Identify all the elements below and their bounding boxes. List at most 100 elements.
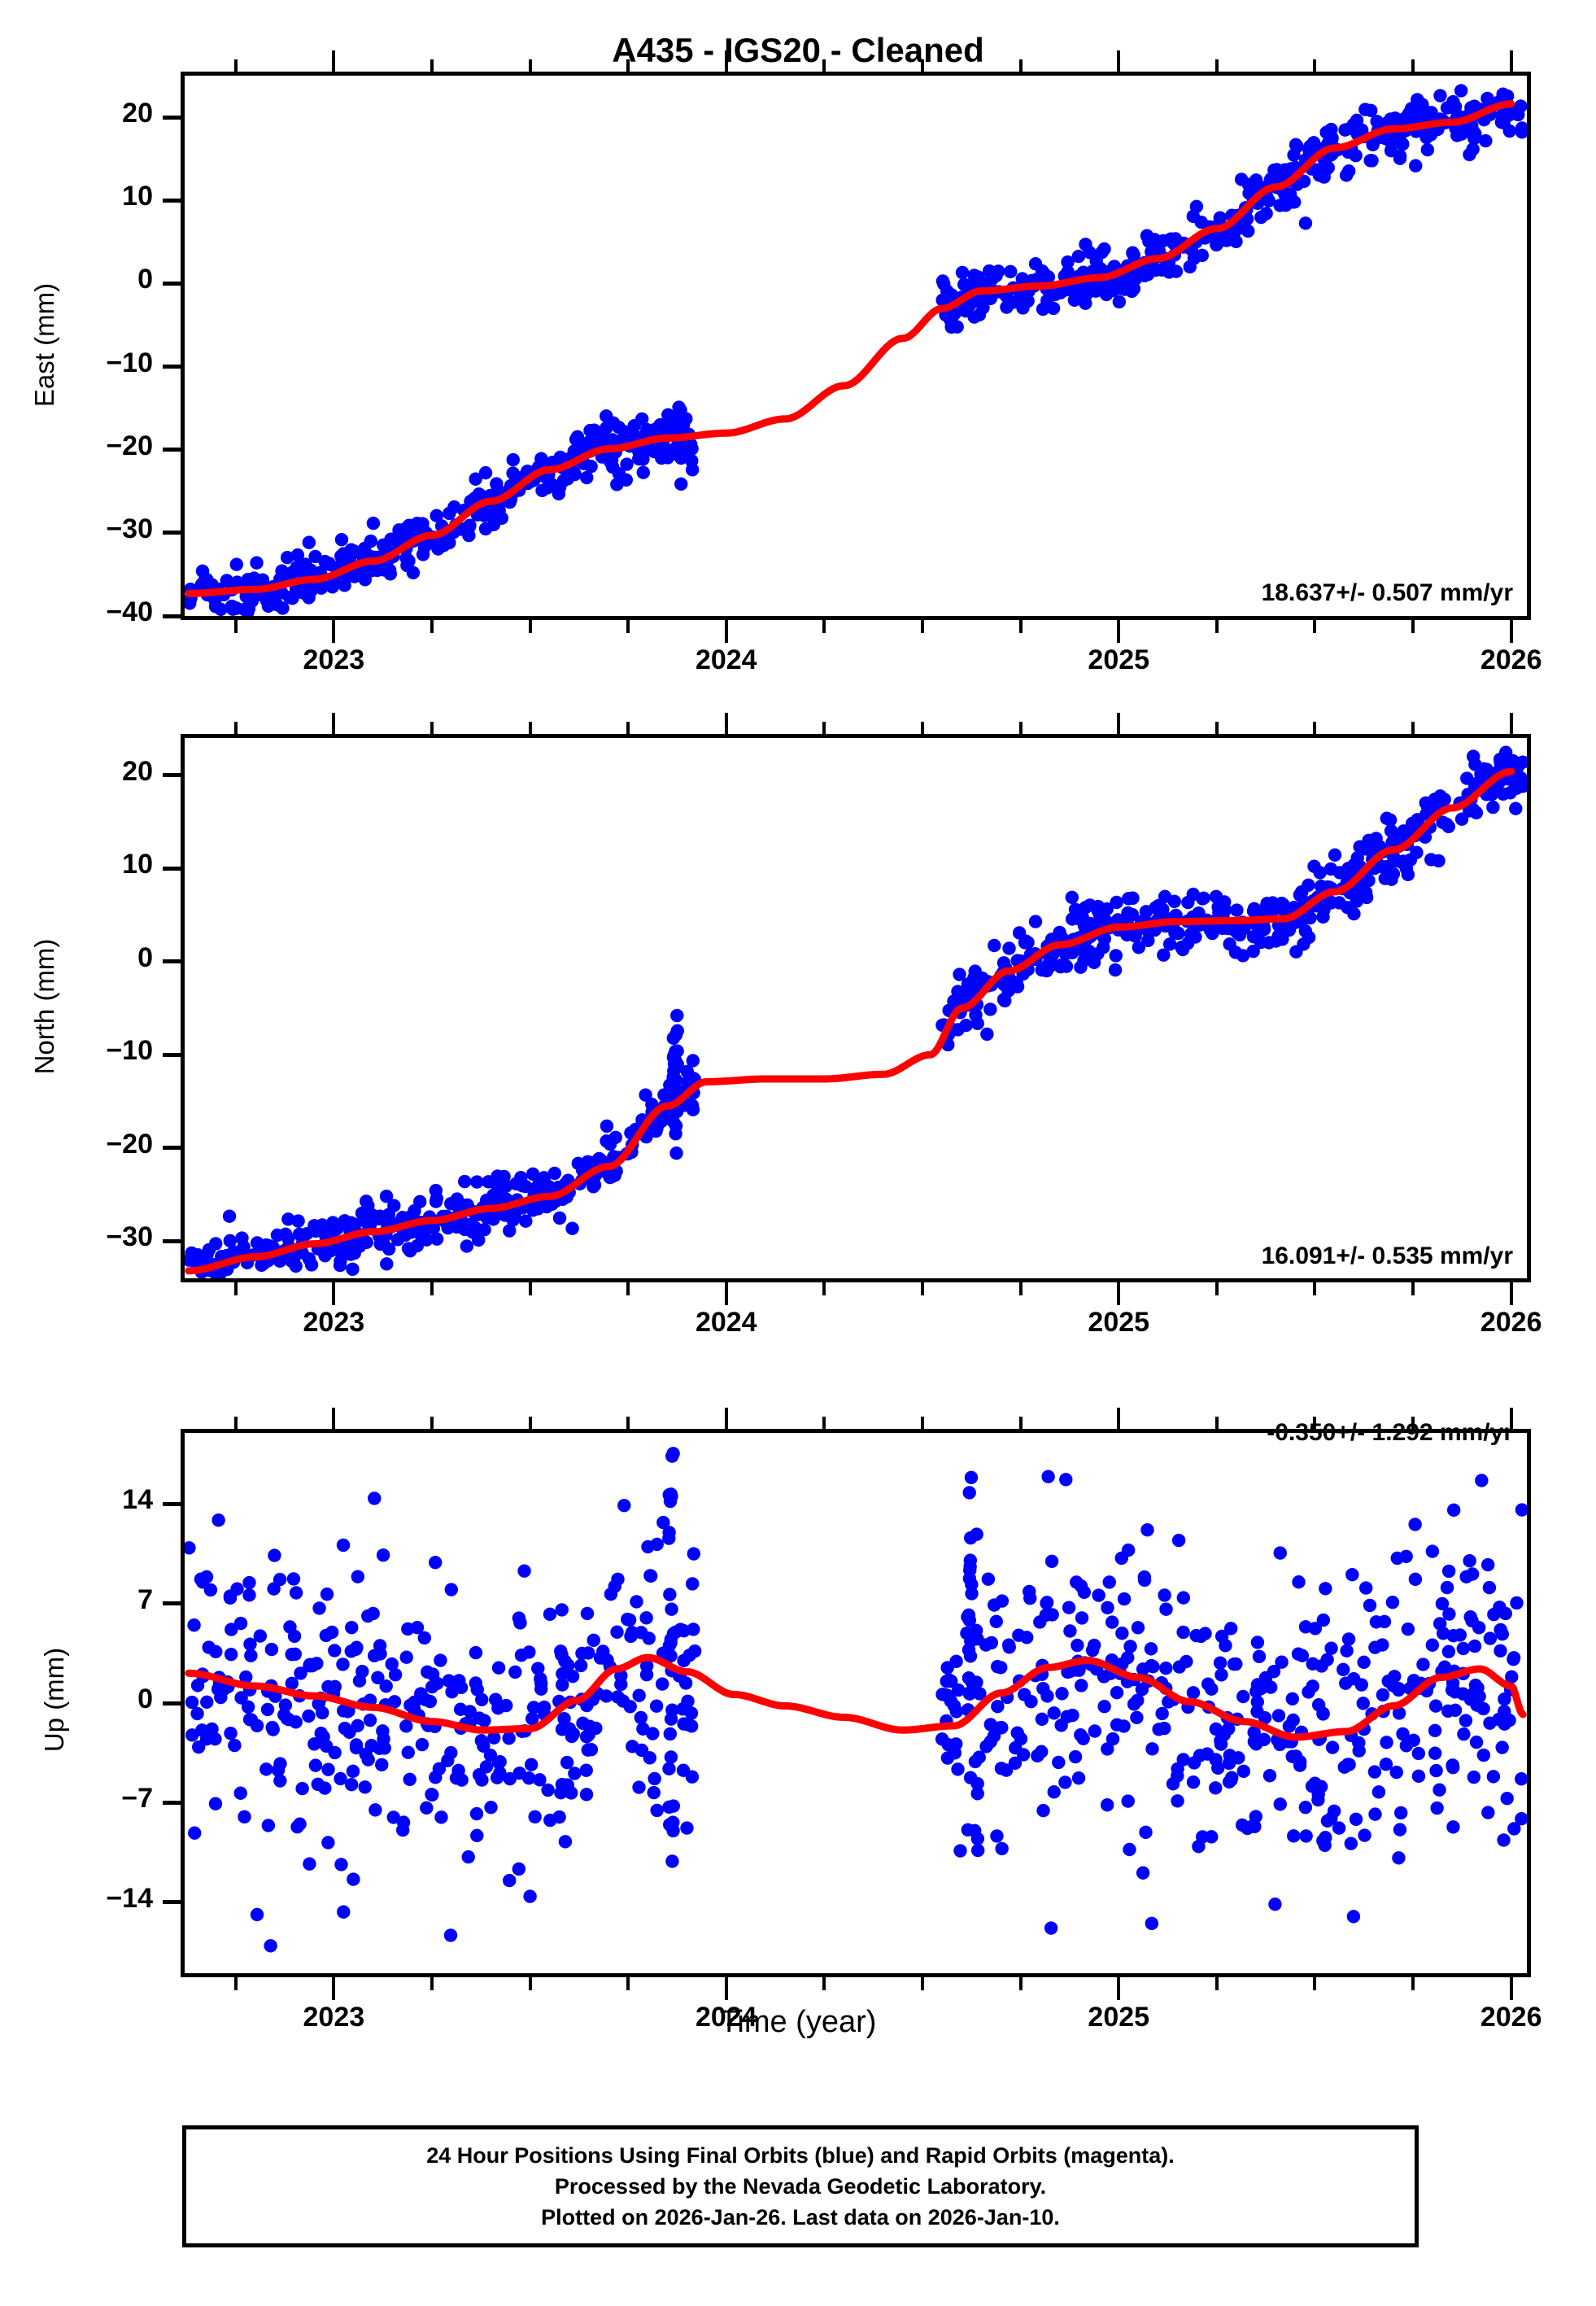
data-point [1371, 1785, 1386, 1799]
data-point [1075, 1679, 1088, 1692]
data-point [674, 477, 688, 491]
data-point [234, 1691, 248, 1705]
data-point [1483, 1631, 1498, 1645]
data-point [1352, 1744, 1366, 1758]
data-point [1394, 1806, 1408, 1820]
data-point [259, 1762, 273, 1776]
data-point [1356, 1697, 1370, 1710]
data-point [648, 1771, 661, 1786]
data-point [1053, 960, 1067, 974]
x-major-tick-mark [1117, 620, 1121, 643]
data-point [1408, 1518, 1422, 1531]
data-point [379, 1189, 394, 1203]
x-top-tick-mark [430, 1417, 434, 1429]
data-point [425, 1788, 438, 1802]
data-point [580, 470, 594, 485]
x-top-tick-mark [1509, 1408, 1513, 1429]
data-point [323, 557, 337, 571]
data-point [1446, 94, 1460, 109]
data-point [430, 1676, 444, 1691]
footer-caption-box: 24 Hour Positions Using Final Orbits (bl… [182, 2125, 1419, 2247]
data-point [1250, 1695, 1264, 1709]
data-point [1139, 1825, 1153, 1840]
data-point [429, 1556, 443, 1570]
data-point [1053, 925, 1066, 940]
x-top-tick-mark [1411, 1417, 1415, 1429]
x-top-tick-mark [1313, 1417, 1317, 1429]
data-point [399, 1719, 413, 1733]
data-point [1319, 1582, 1332, 1596]
data-point [1045, 1608, 1059, 1622]
data-point [670, 416, 684, 430]
data-point [1450, 129, 1464, 142]
data-point [1359, 1581, 1373, 1595]
x-top-tick-mark [332, 1408, 336, 1429]
x-minor-tick-mark [1313, 1282, 1317, 1295]
data-point [386, 1810, 400, 1824]
data-point [371, 1671, 385, 1684]
x-tick-label: 2025 [1088, 644, 1150, 675]
data-point [1459, 1714, 1473, 1727]
data-point [1162, 265, 1176, 279]
x-top-tick-mark [1509, 713, 1513, 734]
data-point [223, 1234, 237, 1248]
data-point [560, 472, 574, 486]
data-point [1507, 1822, 1521, 1836]
y-tick-mark [163, 1601, 181, 1606]
data-point [991, 1699, 1005, 1714]
data-point [273, 1757, 287, 1771]
x-top-tick-mark [626, 1417, 630, 1429]
data-point [413, 1194, 427, 1209]
data-point [962, 1614, 977, 1627]
data-point [401, 1745, 415, 1759]
data-point [1144, 1642, 1158, 1656]
data-point [469, 1645, 483, 1660]
x-top-tick-mark [233, 59, 238, 72]
data-point [1065, 890, 1079, 905]
data-point [1399, 1739, 1414, 1753]
data-point [944, 1674, 958, 1688]
data-point [1325, 1740, 1340, 1754]
data-point [556, 1678, 569, 1692]
data-point [1002, 1640, 1016, 1654]
data-point [439, 535, 453, 549]
data-point [1102, 1575, 1116, 1589]
y-tick-mark [163, 448, 181, 452]
data-point [1287, 148, 1301, 162]
y-tick-mark [163, 773, 181, 778]
data-point [973, 1687, 987, 1701]
data-point [1498, 745, 1513, 759]
data-point [444, 1583, 458, 1596]
data-point [601, 435, 615, 448]
y-tick-label: −30 [106, 513, 153, 544]
data-point [506, 452, 520, 467]
y-tick-label: 10 [122, 849, 153, 880]
data-point [351, 1570, 365, 1583]
trend-line [185, 767, 1515, 1275]
data-point [1411, 1769, 1426, 1784]
data-point [1063, 1624, 1077, 1638]
data-point [1435, 1596, 1450, 1611]
data-point [308, 1758, 323, 1772]
data-point [1206, 926, 1219, 941]
data-point [444, 1745, 458, 1760]
data-point [187, 1618, 201, 1632]
data-point [396, 1815, 411, 1829]
data-point [283, 1620, 297, 1634]
data-point [1258, 1671, 1273, 1685]
data-point [1509, 801, 1523, 815]
data-point [366, 516, 381, 531]
data-point [665, 1602, 678, 1616]
x-top-tick-mark [1214, 722, 1219, 734]
data-point [443, 1928, 458, 1942]
x-major-tick-mark [724, 1977, 728, 2000]
data-point [1338, 123, 1352, 137]
data-point [203, 1583, 218, 1597]
data-point [1401, 1622, 1415, 1636]
data-point [1159, 1661, 1173, 1675]
data-point [686, 1054, 700, 1068]
data-point [1232, 1751, 1245, 1765]
data-point [1282, 1719, 1297, 1733]
data-point [959, 1018, 973, 1033]
x-top-tick-mark [1214, 1417, 1219, 1429]
